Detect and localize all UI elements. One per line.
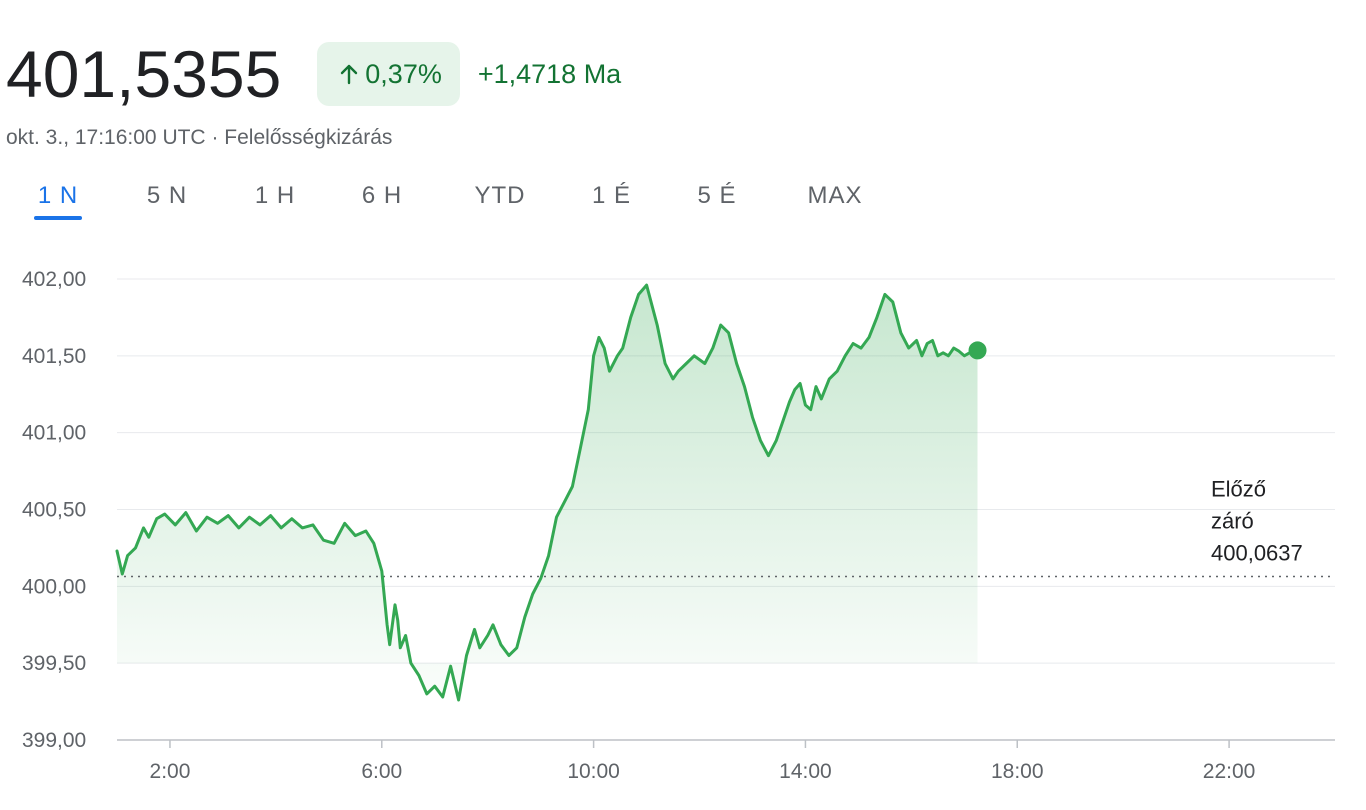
y-tick-label: 400,50 [22, 499, 86, 522]
x-tick-label: 22:00 [1203, 760, 1256, 783]
price-area-fill [117, 285, 978, 700]
change-percent-badge: 0,37% [317, 42, 460, 106]
y-tick-label: 399,50 [22, 652, 86, 675]
tab-5-é[interactable]: 5 É [697, 182, 737, 209]
y-tick-label: 401,50 [22, 345, 86, 368]
y-tick-label: 399,00 [22, 729, 86, 752]
previous-close-label-line: 400,0637 [1211, 541, 1303, 566]
x-tick-label: 6:00 [361, 760, 402, 783]
x-tick-label: 2:00 [150, 760, 191, 783]
y-tick-label: 402,00 [22, 268, 86, 291]
y-tick-label: 400,00 [22, 575, 86, 598]
tab-1-n[interactable]: 1 N [34, 172, 82, 222]
change-percent: 0,37% [365, 58, 442, 89]
separator: · [211, 126, 219, 149]
previous-close-label: Előző záró 400,0637 [1211, 477, 1303, 566]
tab-1-é[interactable]: 1 É [592, 182, 632, 209]
previous-close-label-line: záró [1211, 509, 1254, 534]
x-tick-label: 14:00 [779, 760, 832, 783]
y-tick-label: 401,00 [22, 422, 86, 445]
x-tick-label: 10:00 [567, 760, 620, 783]
change-absolute: +1,4718 Ma [477, 58, 622, 89]
disclaimer-link[interactable]: Felelősségkizárás [224, 126, 393, 149]
arrow-up-icon [341, 64, 358, 85]
tab-1-h[interactable]: 1 H [254, 182, 296, 209]
price-meta: okt. 3., 17:16:00 UTC · Felelősségkizárá… [6, 126, 392, 150]
x-tick-label: 18:00 [991, 760, 1044, 783]
tab-ytd[interactable]: YTD [474, 182, 526, 209]
active-tab-indicator [34, 216, 82, 220]
current-price: 401,5355 [6, 37, 282, 111]
price-line [115, 283, 979, 702]
price-row: 401,5355 0,37% +1,4718 Ma [6, 38, 621, 110]
timestamp: okt. 3., 17:16:00 UTC [6, 126, 206, 149]
current-price-dot [968, 341, 987, 360]
tab-max[interactable]: MAX [807, 182, 863, 209]
previous-close-label-line: Előző [1211, 477, 1266, 502]
tab-5-n[interactable]: 5 N [146, 182, 188, 209]
tab-6-h[interactable]: 6 H [361, 182, 403, 209]
price-chart: 399,00 399,50 400,00 400,50 401,00 401,50 402,… [22, 268, 1335, 783]
